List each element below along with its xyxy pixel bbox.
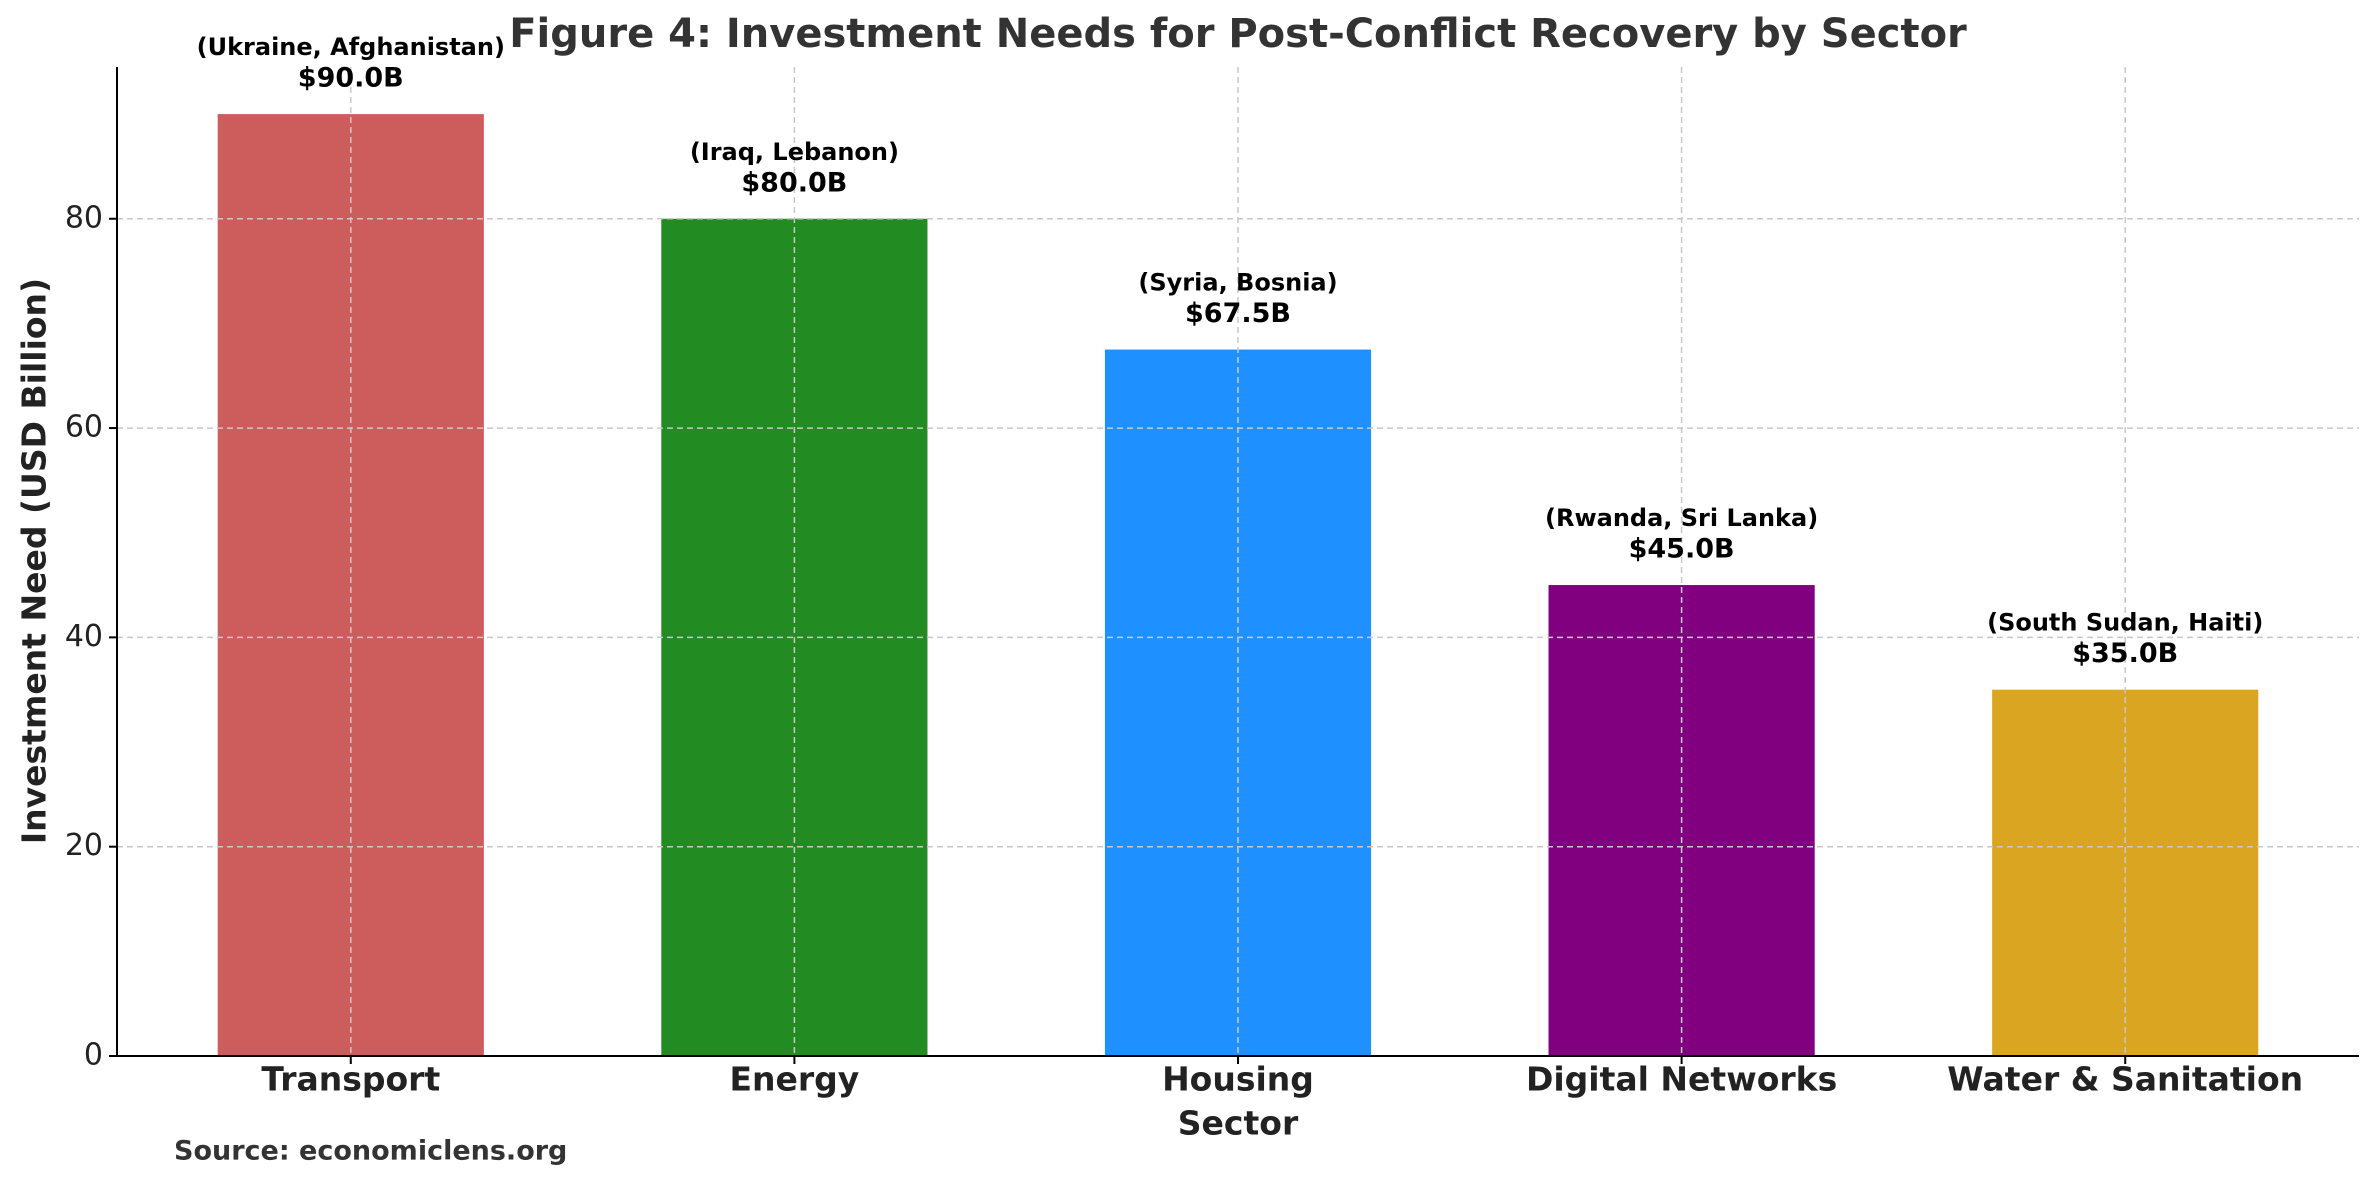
y-tick-label: 80 — [65, 200, 103, 235]
x-tick-label: Transport — [261, 1060, 440, 1099]
annotation: (Iraq, Lebanon) — [690, 138, 899, 166]
source-note: Source: economiclens.org — [174, 1136, 567, 1167]
annotation: (Syria, Bosnia) — [1138, 269, 1337, 297]
x-tick-label: Water & Sanitation — [1947, 1060, 2303, 1099]
annotation: (Ukraine, Afghanistan) — [197, 33, 505, 61]
y-tick-label: 60 — [65, 410, 103, 445]
bar — [217, 114, 484, 1057]
x-axis-label: Sector — [1178, 1104, 1299, 1143]
value-label: $80.0B — [741, 167, 847, 198]
y-tick-label: 20 — [65, 828, 103, 863]
annotation: (Rwanda, Sri Lanka) — [1545, 504, 1818, 532]
annotation: (South Sudan, Haiti) — [1987, 609, 2263, 637]
value-label: $67.5B — [1185, 298, 1291, 329]
y-tick-label: 0 — [84, 1038, 103, 1073]
chart-title: Figure 4: Investment Needs for Post-Conf… — [509, 11, 1967, 57]
value-label: $35.0B — [2072, 638, 2178, 669]
x-tick-label: Housing — [1162, 1060, 1314, 1099]
value-label: $45.0B — [1629, 534, 1735, 565]
value-label: $90.0B — [298, 63, 404, 94]
x-tick-label: Digital Networks — [1526, 1060, 1837, 1099]
y-axis-label: Investment Need (USD Billion) — [15, 278, 54, 844]
x-tick-label: Energy — [729, 1060, 859, 1099]
y-tick-label: 40 — [65, 619, 103, 654]
